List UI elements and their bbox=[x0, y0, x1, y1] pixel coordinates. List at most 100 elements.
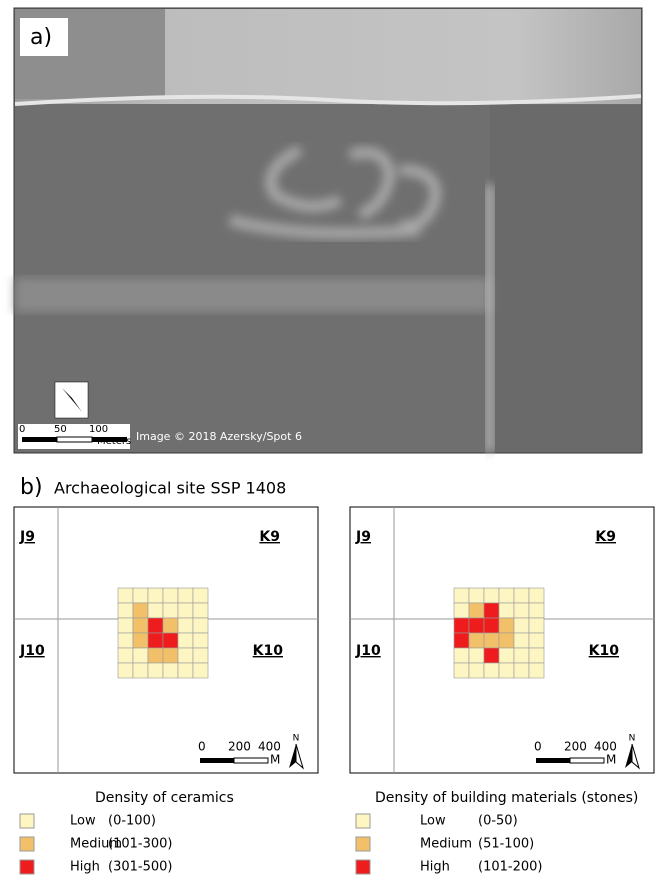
scale-bar bbox=[570, 758, 604, 763]
density-cell bbox=[514, 588, 529, 603]
legend-swatch bbox=[20, 837, 34, 851]
image-credit: Image © 2018 Azersky/Spot 6 bbox=[136, 430, 302, 443]
legend-level: High bbox=[420, 860, 450, 875]
density-cell bbox=[529, 633, 544, 648]
density-cell bbox=[163, 648, 178, 663]
density-cell bbox=[133, 633, 148, 648]
legend-level: Low bbox=[70, 814, 96, 829]
scale-label: 100 bbox=[89, 424, 108, 435]
square-label: J9 bbox=[19, 529, 35, 545]
density-cell bbox=[193, 633, 208, 648]
scale-label: 400 bbox=[258, 740, 281, 754]
square-label: K9 bbox=[259, 529, 280, 545]
density-cell bbox=[148, 663, 163, 678]
panel-label: a) bbox=[30, 25, 52, 50]
density-cell bbox=[484, 633, 499, 648]
legend-level: Medium bbox=[420, 837, 472, 852]
scale-bar bbox=[234, 758, 268, 763]
density-cell bbox=[469, 603, 484, 618]
density-cell bbox=[193, 603, 208, 618]
density-cell bbox=[133, 618, 148, 633]
density-cell bbox=[163, 603, 178, 618]
density-cell bbox=[469, 588, 484, 603]
legend-swatch bbox=[356, 837, 370, 851]
density-cell bbox=[484, 618, 499, 633]
density-cell bbox=[178, 663, 193, 678]
scale-label: 400 bbox=[594, 740, 617, 754]
density-cell bbox=[499, 588, 514, 603]
scale-label: 0 bbox=[19, 424, 25, 435]
density-cell bbox=[178, 618, 193, 633]
scale-bar bbox=[536, 758, 570, 763]
density-cell bbox=[118, 633, 133, 648]
density-cell bbox=[529, 663, 544, 678]
density-cell bbox=[514, 603, 529, 618]
scale-label: 50 bbox=[54, 424, 67, 435]
density-cell bbox=[484, 663, 499, 678]
scale-unit: M bbox=[606, 753, 616, 767]
square-label: J10 bbox=[19, 643, 45, 659]
north-label: N bbox=[629, 734, 636, 744]
density-cell bbox=[133, 603, 148, 618]
density-cell bbox=[193, 663, 208, 678]
density-cell bbox=[469, 648, 484, 663]
density-cell bbox=[454, 648, 469, 663]
panel-title: Archaeological site SSP 1408 bbox=[54, 479, 286, 498]
density-cell bbox=[148, 648, 163, 663]
density-cell bbox=[148, 603, 163, 618]
density-cell bbox=[178, 603, 193, 618]
density-cell bbox=[529, 618, 544, 633]
density-cell bbox=[148, 633, 163, 648]
density-cell bbox=[133, 648, 148, 663]
legend-range: (51-100) bbox=[478, 837, 534, 852]
density-cell bbox=[178, 648, 193, 663]
density-cell bbox=[514, 648, 529, 663]
density-cell bbox=[499, 603, 514, 618]
satellite-image: a) bbox=[14, 8, 642, 453]
density-cell bbox=[193, 588, 208, 603]
legend-range: (101-300) bbox=[108, 837, 172, 852]
density-cell bbox=[514, 633, 529, 648]
legend-swatch bbox=[20, 860, 34, 874]
density-cell bbox=[454, 603, 469, 618]
density-cell bbox=[193, 618, 208, 633]
scale-label: 200 bbox=[228, 740, 251, 754]
square-label: K10 bbox=[589, 643, 620, 659]
density-cell bbox=[514, 618, 529, 633]
density-cell bbox=[484, 648, 499, 663]
density-cell bbox=[469, 633, 484, 648]
density-cell bbox=[133, 588, 148, 603]
density-cell bbox=[148, 588, 163, 603]
density-cell bbox=[469, 663, 484, 678]
panel-label: b) bbox=[20, 475, 43, 500]
density-cell bbox=[178, 588, 193, 603]
legend-level: High bbox=[70, 860, 100, 875]
legend-title: Density of ceramics bbox=[95, 790, 234, 806]
figure: a) Image © 2018 Azersky/Spot 6 Meters b)… bbox=[0, 0, 657, 878]
density-cell bbox=[148, 618, 163, 633]
density-cell bbox=[133, 663, 148, 678]
legend-swatch bbox=[356, 814, 370, 828]
density-cell bbox=[499, 648, 514, 663]
density-cell bbox=[118, 588, 133, 603]
density-cell bbox=[484, 603, 499, 618]
scale-unit: Meters bbox=[97, 436, 131, 447]
density-cell bbox=[484, 588, 499, 603]
density-cell bbox=[163, 588, 178, 603]
density-cell bbox=[163, 633, 178, 648]
density-cell bbox=[499, 633, 514, 648]
density-cell bbox=[118, 603, 133, 618]
density-cell bbox=[454, 663, 469, 678]
density-cell bbox=[163, 618, 178, 633]
density-cell bbox=[118, 663, 133, 678]
legend-swatch bbox=[20, 814, 34, 828]
density-cell bbox=[514, 663, 529, 678]
density-cell bbox=[499, 663, 514, 678]
square-label: J10 bbox=[355, 643, 381, 659]
square-label: J9 bbox=[355, 529, 371, 545]
legend-range: (301-500) bbox=[108, 860, 172, 875]
square-label: K10 bbox=[253, 643, 284, 659]
density-cell bbox=[163, 663, 178, 678]
north-label: N bbox=[293, 734, 300, 744]
density-cell bbox=[178, 633, 193, 648]
